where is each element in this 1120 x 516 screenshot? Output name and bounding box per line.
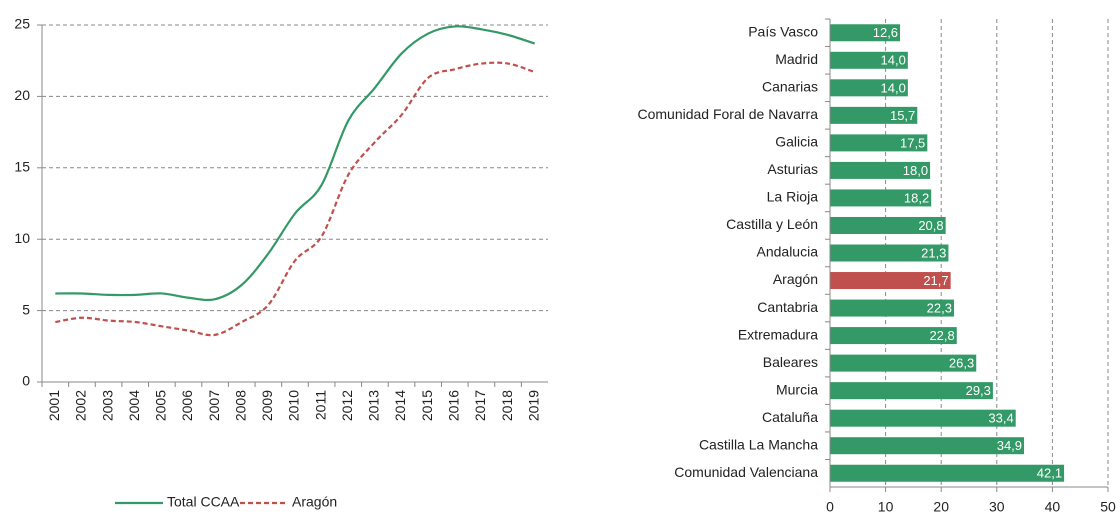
category-label: Castilla La Mancha (699, 436, 818, 452)
x-tick-label: 2001 (46, 390, 62, 421)
value-label: 21,3 (921, 245, 946, 260)
bar (830, 437, 1025, 455)
category-label: La Rioja (767, 189, 819, 205)
value-label: 22,3 (927, 300, 952, 315)
category-label: Madrid (775, 51, 818, 67)
bar (830, 327, 957, 345)
x-tick-label: 2019 (525, 390, 541, 421)
x-tick-label: 2003 (99, 390, 115, 421)
y-tick-label: 20 (14, 87, 30, 103)
bar (830, 189, 932, 207)
y-tick-label: 5 (22, 301, 30, 317)
category-label: Murcia (776, 381, 818, 397)
category-label: Canarias (762, 79, 818, 95)
bar (830, 272, 951, 290)
bar (830, 382, 993, 400)
value-label: 14,0 (881, 80, 906, 95)
category-label: Asturias (767, 161, 818, 177)
bar (830, 106, 918, 124)
legend-label: Aragón (292, 494, 337, 510)
bar (830, 24, 901, 42)
value-label: 18,0 (903, 163, 928, 178)
value-label: 26,3 (949, 356, 974, 371)
value-label: 29,3 (966, 383, 991, 398)
x-tick-label: 2012 (339, 390, 355, 421)
x-tick-label: 30 (989, 499, 1005, 515)
value-label: 14,0 (881, 53, 906, 68)
category-label: Galicia (775, 134, 818, 150)
value-label: 34,9 (997, 438, 1022, 453)
bar (830, 409, 1016, 427)
x-tick-label: 2018 (499, 390, 515, 421)
value-label: 21,7 (923, 273, 948, 288)
x-tick-label: 2009 (259, 390, 275, 421)
x-tick-label: 2014 (392, 390, 408, 421)
value-label: 42,1 (1037, 466, 1062, 481)
y-tick-label: 25 (14, 16, 30, 32)
x-tick-label: 2013 (366, 390, 382, 421)
category-label: Aragón (773, 271, 818, 287)
bar (830, 299, 954, 317)
value-label: 12,6 (873, 25, 898, 40)
x-tick-label: 0 (826, 499, 834, 515)
category-label: Baleares (763, 354, 818, 370)
x-tick-label: 2004 (126, 390, 142, 421)
x-tick-label: 2008 (232, 390, 248, 421)
category-label: Cataluña (762, 409, 818, 425)
bar (830, 134, 928, 152)
bar (830, 51, 908, 69)
bar (830, 79, 908, 97)
bar (830, 354, 977, 372)
category-label: Cantabria (757, 299, 818, 315)
value-label: 33,4 (988, 411, 1013, 426)
category-label: Comunidad Valenciana (674, 464, 818, 480)
x-tick-label: 2006 (179, 390, 195, 421)
bar (830, 216, 946, 234)
category-label: País Vasco (748, 23, 818, 39)
category-label: Extremadura (738, 326, 818, 342)
x-tick-label: 2015 (419, 390, 435, 421)
x-tick-label: 2010 (286, 390, 302, 421)
series-line (55, 61, 536, 337)
x-tick-label: 2007 (206, 390, 222, 421)
x-tick-label: 40 (1045, 499, 1061, 515)
x-tick-label: 2016 (445, 390, 461, 421)
bar (830, 161, 931, 179)
x-tick-label: 2017 (472, 390, 488, 421)
bar (830, 244, 949, 262)
category-label: Castilla y León (726, 216, 818, 232)
category-label: Andalucia (757, 244, 819, 260)
x-tick-label: 2005 (153, 390, 169, 421)
y-tick-label: 15 (14, 159, 30, 175)
value-label: 20,8 (918, 218, 943, 233)
category-label: Comunidad Foral de Navarra (637, 106, 818, 122)
y-tick-label: 0 (22, 373, 30, 389)
value-label: 18,2 (904, 190, 929, 205)
series-line (55, 25, 536, 302)
y-tick-label: 10 (14, 230, 30, 246)
legend-label: Total CCAA (167, 494, 240, 510)
x-tick-label: 10 (878, 499, 894, 515)
x-tick-label: 2002 (73, 390, 89, 421)
value-label: 22,8 (929, 328, 954, 343)
bar (830, 464, 1065, 482)
x-tick-label: 20 (933, 499, 949, 515)
value-label: 15,7 (890, 108, 915, 123)
x-tick-label: 50 (1100, 499, 1116, 515)
x-tick-label: 2011 (312, 390, 328, 420)
value-label: 17,5 (900, 135, 925, 150)
